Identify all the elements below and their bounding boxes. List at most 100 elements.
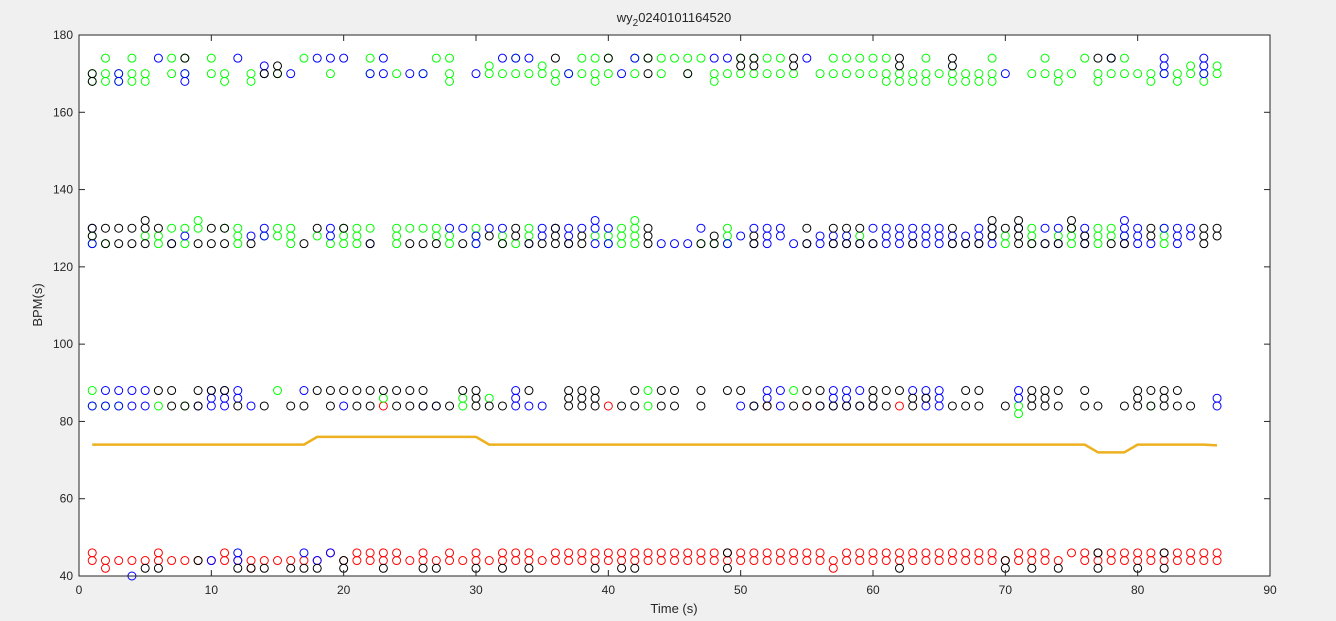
red-data-point (828, 556, 838, 566)
red-data-point (683, 548, 693, 558)
black-data-point (471, 386, 481, 396)
black-data-point (153, 563, 163, 573)
black-data-point (352, 401, 362, 411)
red-data-point (1212, 548, 1222, 558)
black-data-point (590, 563, 600, 573)
black-data-point (405, 239, 415, 249)
x-tick-label: 50 (734, 583, 748, 597)
black-data-point (908, 239, 918, 249)
green-data-point (656, 69, 666, 79)
blue-data-point (246, 401, 256, 411)
red-data-point (1146, 548, 1156, 558)
red-data-point (1040, 548, 1050, 558)
x-tick-label: 0 (76, 583, 83, 597)
green-data-point (630, 215, 640, 225)
red-data-point (947, 548, 957, 558)
blue-data-point (312, 53, 322, 63)
black-data-point (564, 386, 574, 396)
green-data-point (828, 69, 838, 79)
black-data-point (974, 401, 984, 411)
blue-data-point (180, 69, 190, 79)
black-data-point (127, 223, 137, 233)
y-tick-label: 120 (53, 260, 73, 274)
green-data-point (325, 69, 335, 79)
green-data-point (392, 223, 402, 233)
green-data-point (590, 53, 600, 63)
blue-data-point (378, 69, 388, 79)
black-data-point (259, 401, 269, 411)
green-data-point (921, 53, 931, 63)
black-data-point (1119, 239, 1129, 249)
blue-data-point (802, 53, 812, 63)
black-data-point (497, 563, 507, 573)
black-data-point (894, 386, 904, 396)
black-data-point (1000, 401, 1010, 411)
black-data-point (365, 401, 375, 411)
black-data-point (974, 386, 984, 396)
blue-data-point (617, 69, 627, 79)
black-data-point (603, 53, 613, 63)
mark-layer (87, 53, 1222, 581)
green-data-point (206, 69, 216, 79)
black-data-point (1080, 401, 1090, 411)
black-data-point (894, 563, 904, 573)
black-data-point (233, 563, 243, 573)
red-data-point (630, 548, 640, 558)
blue-data-point (1133, 223, 1143, 233)
red-data-point (1080, 548, 1090, 558)
black-data-point (577, 386, 587, 396)
green-data-point (908, 69, 918, 79)
green-data-point (656, 53, 666, 63)
green-data-point (961, 69, 971, 79)
axes-box (78, 34, 1271, 577)
black-data-point (842, 239, 852, 249)
red-data-point (418, 548, 428, 558)
y-axis-label: BPM(s) (30, 283, 45, 326)
black-data-point (1159, 386, 1169, 396)
blue-data-point (87, 401, 97, 411)
black-data-point (643, 69, 653, 79)
blue-data-point (325, 548, 335, 558)
red-data-point (87, 548, 97, 558)
red-data-point (550, 548, 560, 558)
blue-data-point (894, 223, 904, 233)
blue-data-point (670, 239, 679, 249)
red-data-point (564, 548, 574, 558)
x-tick-label: 70 (999, 583, 1013, 597)
blue-data-point (140, 386, 150, 396)
blue-data-point (1199, 53, 1209, 63)
black-data-point (908, 393, 918, 403)
black-data-point (206, 239, 216, 249)
blue-data-point (828, 386, 838, 396)
black-data-point (894, 53, 904, 63)
black-data-point (1027, 563, 1037, 573)
black-data-point (405, 401, 415, 411)
black-data-point (1027, 239, 1037, 249)
blue-data-point (974, 223, 984, 233)
black-data-point (855, 239, 865, 249)
black-data-point (325, 401, 335, 411)
blue-data-point (511, 53, 521, 63)
blue-data-point (180, 231, 190, 241)
black-data-point (392, 386, 402, 396)
blue-data-point (524, 53, 534, 63)
blue-data-point (696, 223, 706, 233)
black-data-point (881, 386, 891, 396)
green-data-point (868, 69, 878, 79)
black-data-point (180, 53, 190, 63)
red-data-point (167, 556, 177, 566)
green-data-point (934, 69, 944, 79)
green-data-point (445, 69, 455, 79)
green-data-point (1133, 69, 1143, 79)
black-data-point (484, 401, 494, 411)
green-data-point (590, 69, 600, 79)
black-data-point (511, 223, 521, 233)
blue-data-point (325, 53, 335, 63)
black-data-point (1172, 401, 1182, 411)
black-data-point (206, 223, 216, 233)
blue-data-point (100, 401, 110, 411)
blue-data-point (537, 401, 547, 411)
black-data-point (418, 401, 428, 411)
black-data-point (656, 401, 666, 411)
